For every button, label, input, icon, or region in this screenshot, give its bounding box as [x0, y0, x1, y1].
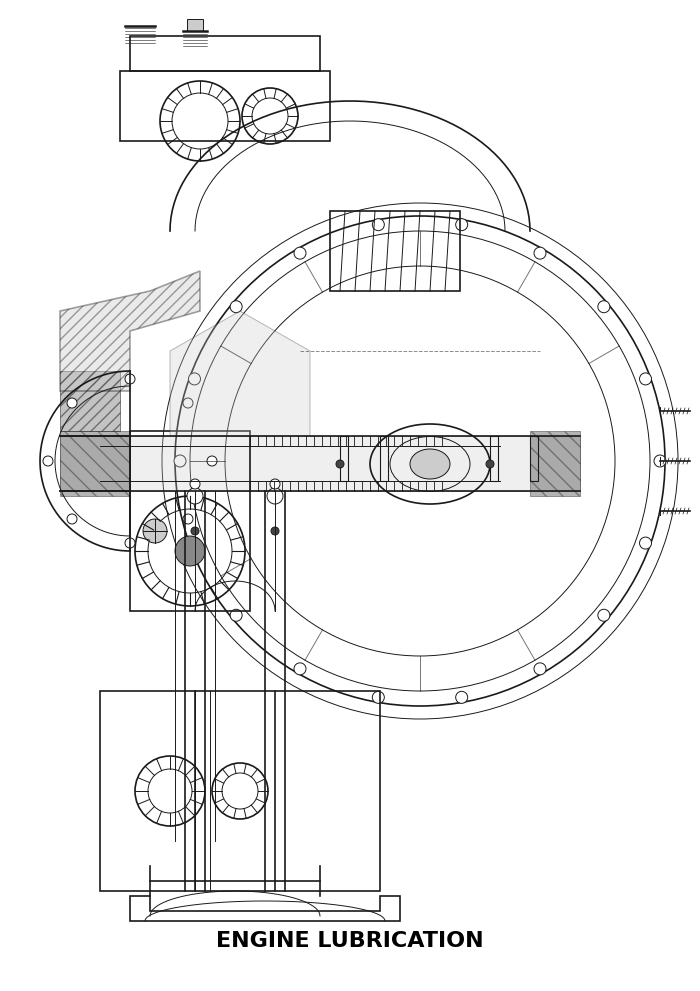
Ellipse shape: [410, 449, 450, 479]
Circle shape: [640, 373, 652, 385]
Circle shape: [230, 300, 242, 313]
Circle shape: [267, 488, 283, 504]
Circle shape: [534, 247, 546, 260]
Bar: [130, 36, 320, 71]
Circle shape: [230, 609, 242, 621]
Circle shape: [270, 479, 280, 489]
Circle shape: [486, 460, 494, 468]
Circle shape: [175, 536, 205, 566]
Circle shape: [190, 479, 200, 489]
Circle shape: [125, 538, 135, 548]
Circle shape: [456, 692, 468, 704]
Circle shape: [188, 537, 200, 549]
Bar: [380, 436, 388, 481]
Polygon shape: [60, 371, 120, 431]
Circle shape: [336, 460, 344, 468]
Circle shape: [174, 455, 186, 467]
Circle shape: [67, 514, 77, 524]
Bar: [530, 431, 580, 496]
Bar: [130, 431, 250, 611]
Bar: [530, 436, 538, 481]
Circle shape: [207, 456, 217, 466]
Circle shape: [183, 514, 193, 524]
Bar: [100, 691, 380, 891]
Circle shape: [271, 527, 279, 535]
Bar: [60, 431, 130, 496]
Bar: [490, 436, 498, 481]
Circle shape: [294, 663, 306, 675]
Bar: [340, 436, 348, 481]
Circle shape: [294, 247, 306, 260]
Circle shape: [143, 519, 167, 543]
Circle shape: [654, 455, 666, 467]
Circle shape: [67, 398, 77, 408]
Text: ENGINE LUBRICATION: ENGINE LUBRICATION: [216, 932, 484, 951]
Circle shape: [640, 537, 652, 549]
Circle shape: [456, 219, 468, 231]
Circle shape: [43, 456, 53, 466]
Circle shape: [372, 219, 384, 231]
Circle shape: [187, 488, 203, 504]
Circle shape: [183, 398, 193, 408]
Circle shape: [372, 692, 384, 704]
Circle shape: [125, 374, 135, 384]
Circle shape: [598, 300, 610, 313]
Circle shape: [188, 373, 200, 385]
Circle shape: [191, 527, 199, 535]
Polygon shape: [60, 271, 200, 391]
Circle shape: [534, 663, 546, 675]
Bar: [60, 436, 580, 491]
Bar: [330, 211, 460, 291]
Polygon shape: [170, 311, 310, 436]
Circle shape: [598, 609, 610, 621]
Bar: [187, 19, 203, 31]
